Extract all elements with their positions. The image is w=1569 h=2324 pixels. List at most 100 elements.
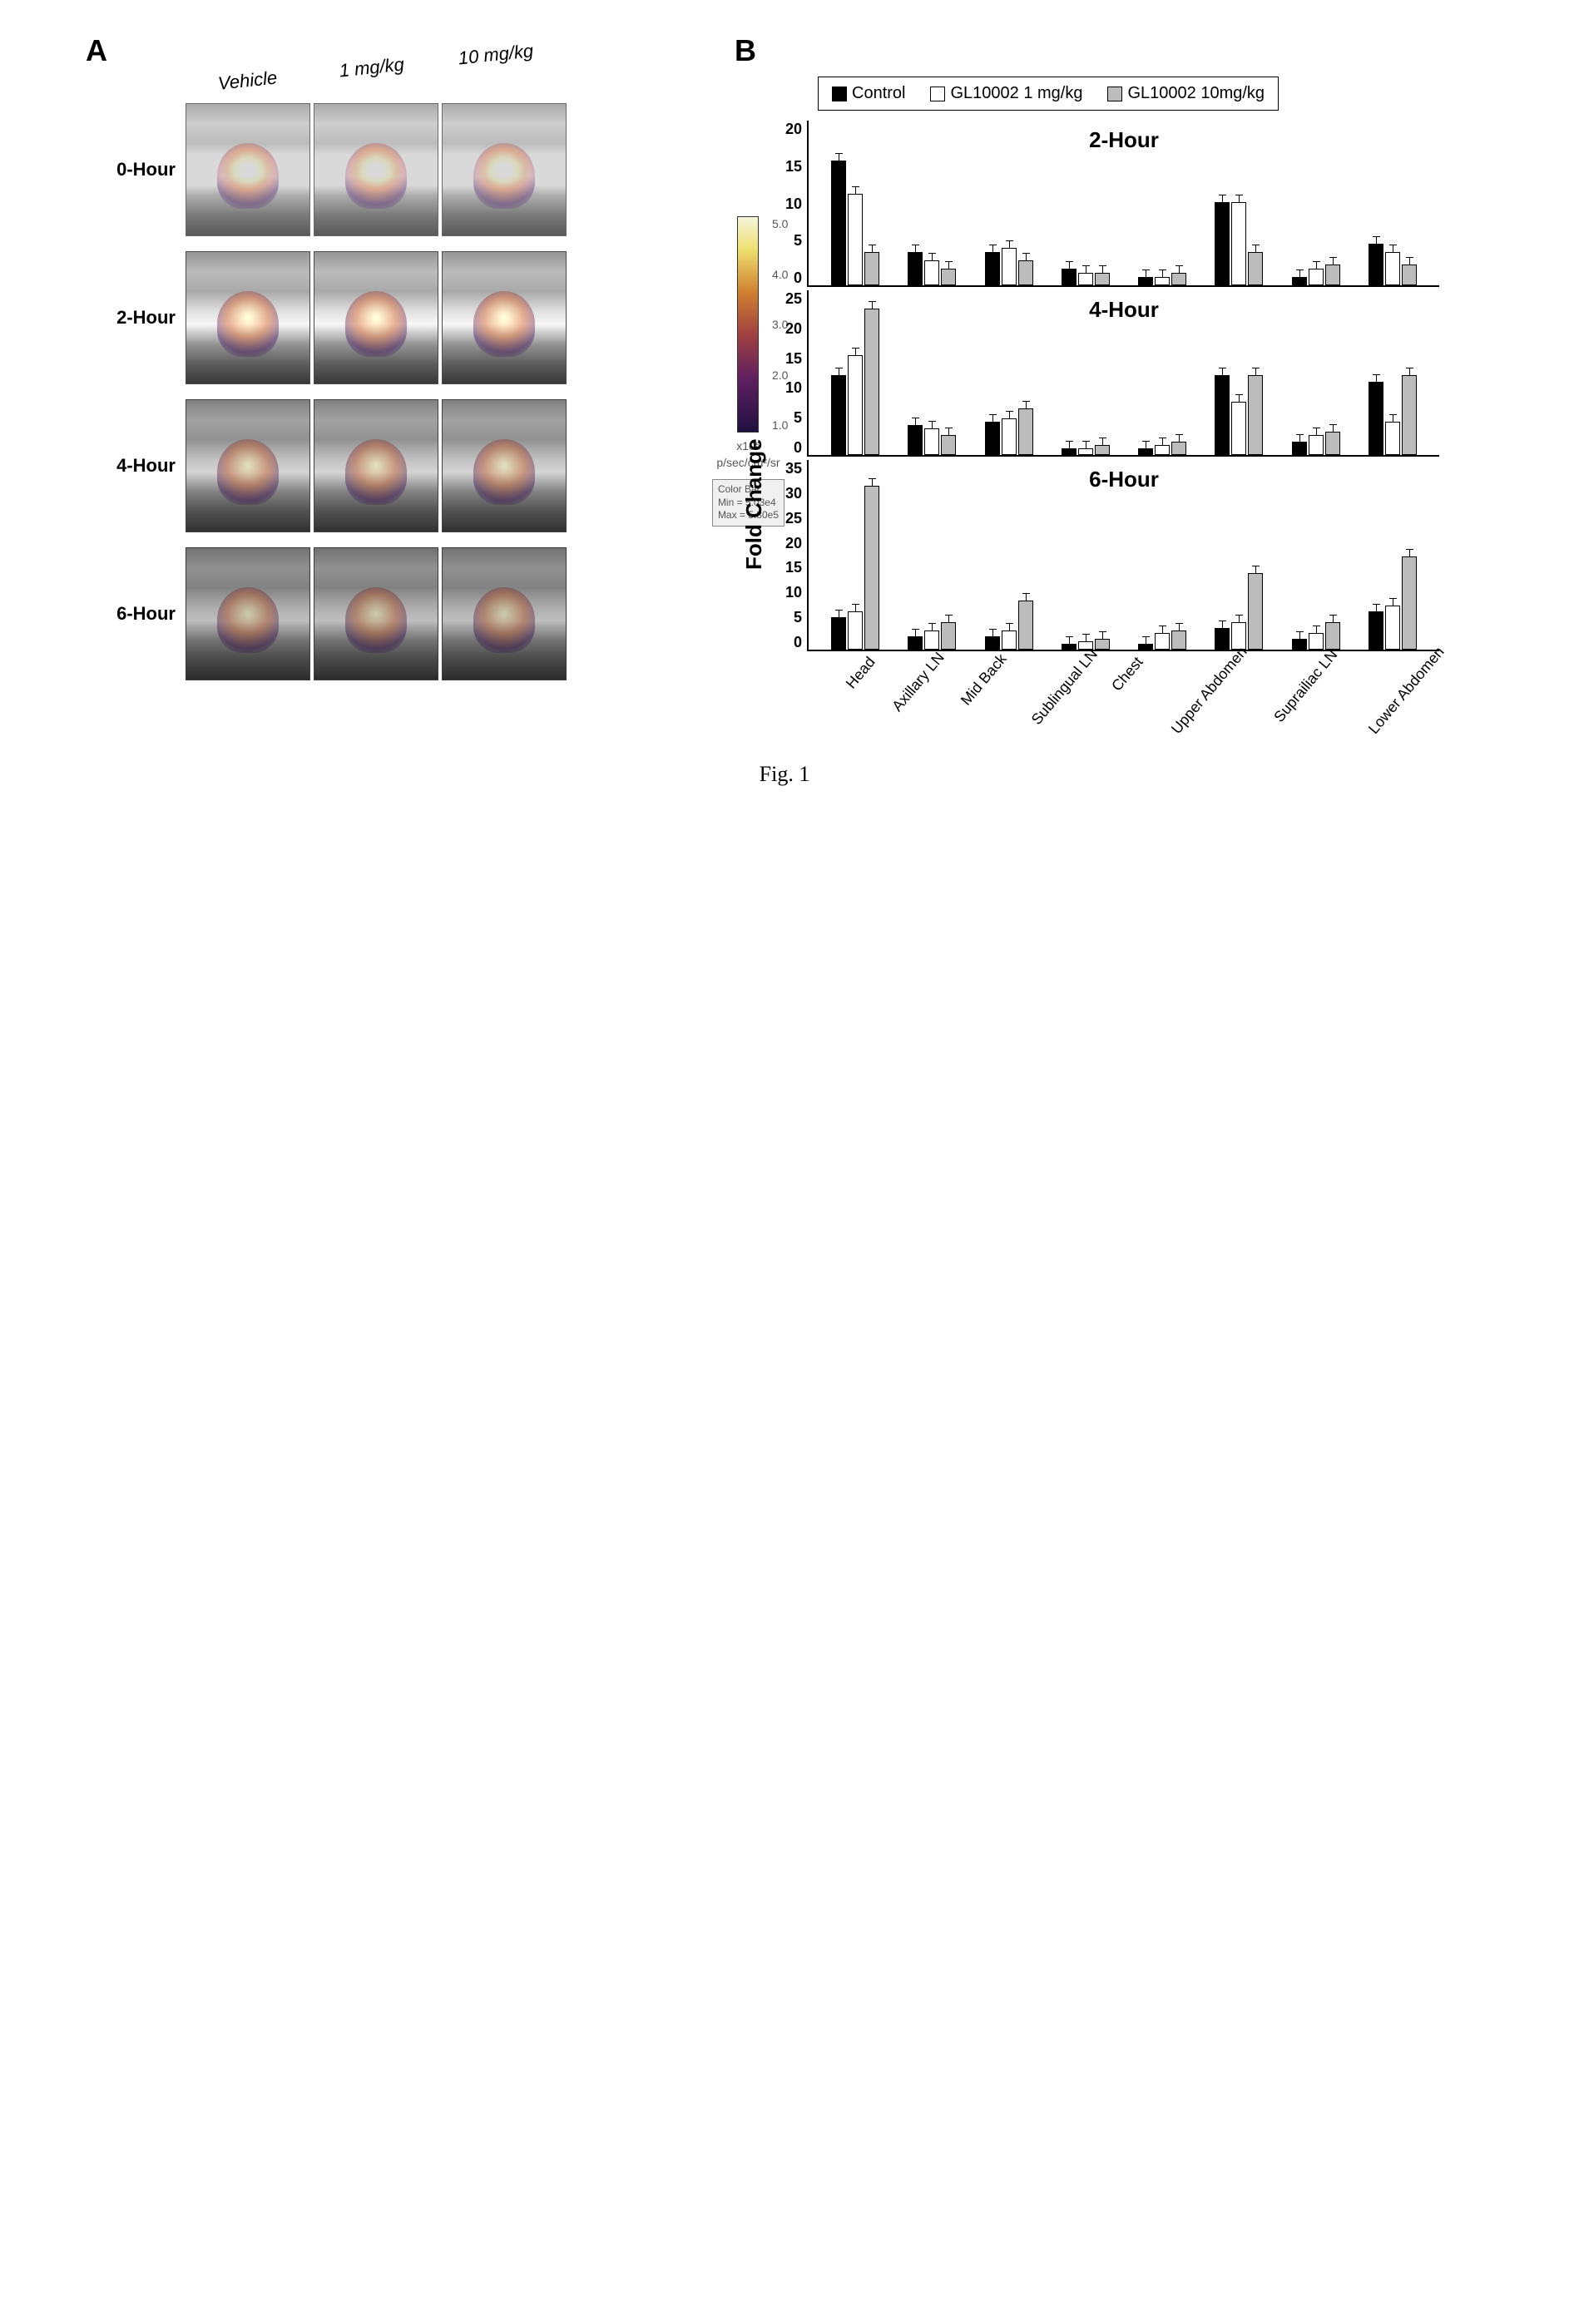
bar — [1095, 273, 1110, 285]
bar — [1002, 630, 1017, 650]
bar — [1095, 445, 1110, 455]
legend-label: GL10002 1 mg/kg — [950, 84, 1082, 103]
bar — [848, 611, 863, 650]
bar — [1369, 244, 1383, 285]
bar-group — [893, 425, 970, 455]
error-bar — [1409, 257, 1410, 265]
chart-title: 6-Hour — [1089, 467, 1159, 492]
bar-group — [971, 601, 1047, 650]
bar — [941, 622, 956, 650]
error-bar — [948, 261, 949, 269]
y-tick: 10 — [785, 584, 802, 601]
error-bar — [855, 186, 856, 195]
error-bar — [1162, 438, 1163, 446]
error-bar — [1255, 566, 1256, 574]
error-bar — [872, 245, 873, 253]
error-bar — [1409, 549, 1410, 557]
imaging-row: 0-Hour — [86, 103, 685, 236]
error-bar — [1102, 265, 1103, 274]
bar-group — [1124, 273, 1200, 285]
bar-group — [1124, 442, 1200, 455]
error-bar — [1333, 424, 1334, 433]
error-bar — [1162, 626, 1163, 634]
bar — [1018, 260, 1033, 285]
error-bar — [992, 245, 993, 253]
error-bar — [915, 629, 916, 637]
error-bar — [1376, 604, 1377, 612]
error-bar — [1239, 615, 1240, 623]
mouse-image — [186, 251, 310, 384]
bar — [1171, 273, 1186, 285]
error-bar — [1409, 368, 1410, 376]
bar-group — [1278, 432, 1354, 455]
row-label: 0-Hour — [86, 159, 186, 180]
bar-group — [971, 248, 1047, 285]
bar-group — [817, 486, 893, 650]
bar — [848, 355, 863, 455]
bar — [1292, 277, 1307, 285]
panels-row: A Vehicle 1 mg/kg 10 mg/kg 0-Hour2-Hour4… — [86, 33, 1483, 695]
mouse-image — [186, 547, 310, 680]
error-bar — [1376, 236, 1377, 245]
error-bar — [872, 478, 873, 487]
bar — [1325, 265, 1340, 285]
bar-group — [817, 161, 893, 285]
mouse-image — [314, 251, 438, 384]
plot-area: 2-Hour — [807, 121, 1439, 287]
mouse-image — [442, 399, 567, 532]
error-bar — [992, 629, 993, 637]
bar — [1231, 402, 1246, 455]
y-tick: 5 — [794, 232, 802, 250]
mouse-image — [442, 103, 567, 236]
error-bar — [992, 414, 993, 423]
bar — [1292, 639, 1307, 650]
error-bar — [1179, 434, 1180, 443]
x-label: Sublingual LN — [1022, 640, 1101, 729]
plot-area: 4-Hour — [807, 290, 1439, 457]
x-label: Lower Abdomen — [1359, 638, 1448, 738]
bar-group — [1278, 622, 1354, 650]
error-bar — [1069, 261, 1070, 269]
y-tick: 20 — [785, 320, 802, 338]
bar — [831, 617, 846, 650]
bar — [1248, 375, 1263, 455]
mouse-image — [442, 251, 567, 384]
mouse-image — [314, 547, 438, 680]
bar — [908, 425, 923, 455]
y-ticks: 05101520253035 — [774, 460, 807, 651]
error-bar — [1102, 438, 1103, 446]
y-tick: 20 — [785, 535, 802, 552]
error-bar — [932, 253, 933, 261]
error-bar — [1316, 261, 1317, 269]
chart-title: 2-Hour — [1089, 127, 1159, 153]
error-bar — [1179, 265, 1180, 274]
y-tick: 10 — [785, 379, 802, 397]
bar-group — [1200, 573, 1277, 650]
bar — [1402, 375, 1417, 455]
bar — [1138, 448, 1153, 455]
x-label: Axillary LN — [883, 644, 948, 715]
bar — [1385, 422, 1400, 455]
error-bar — [1316, 626, 1317, 634]
bar — [1062, 269, 1077, 285]
bar — [1171, 630, 1186, 650]
bar — [864, 309, 879, 455]
error-bar — [1239, 195, 1240, 203]
error-bar — [1009, 240, 1010, 249]
bar — [1018, 408, 1033, 455]
error-bar — [1102, 631, 1103, 640]
bar — [1248, 252, 1263, 285]
bar-group — [1354, 556, 1431, 650]
mouse-image — [186, 399, 310, 532]
bar-group — [971, 408, 1047, 455]
error-bar — [1333, 257, 1334, 265]
bar — [941, 269, 956, 285]
error-bar — [1222, 621, 1223, 629]
bar — [1369, 611, 1383, 650]
bar — [985, 422, 1000, 455]
bar — [1095, 639, 1110, 650]
charts-column: 051015202-Hour05101520254-Hour0510152025… — [774, 121, 1444, 680]
error-bar — [855, 348, 856, 356]
bar — [1292, 442, 1307, 455]
error-bar — [948, 428, 949, 436]
